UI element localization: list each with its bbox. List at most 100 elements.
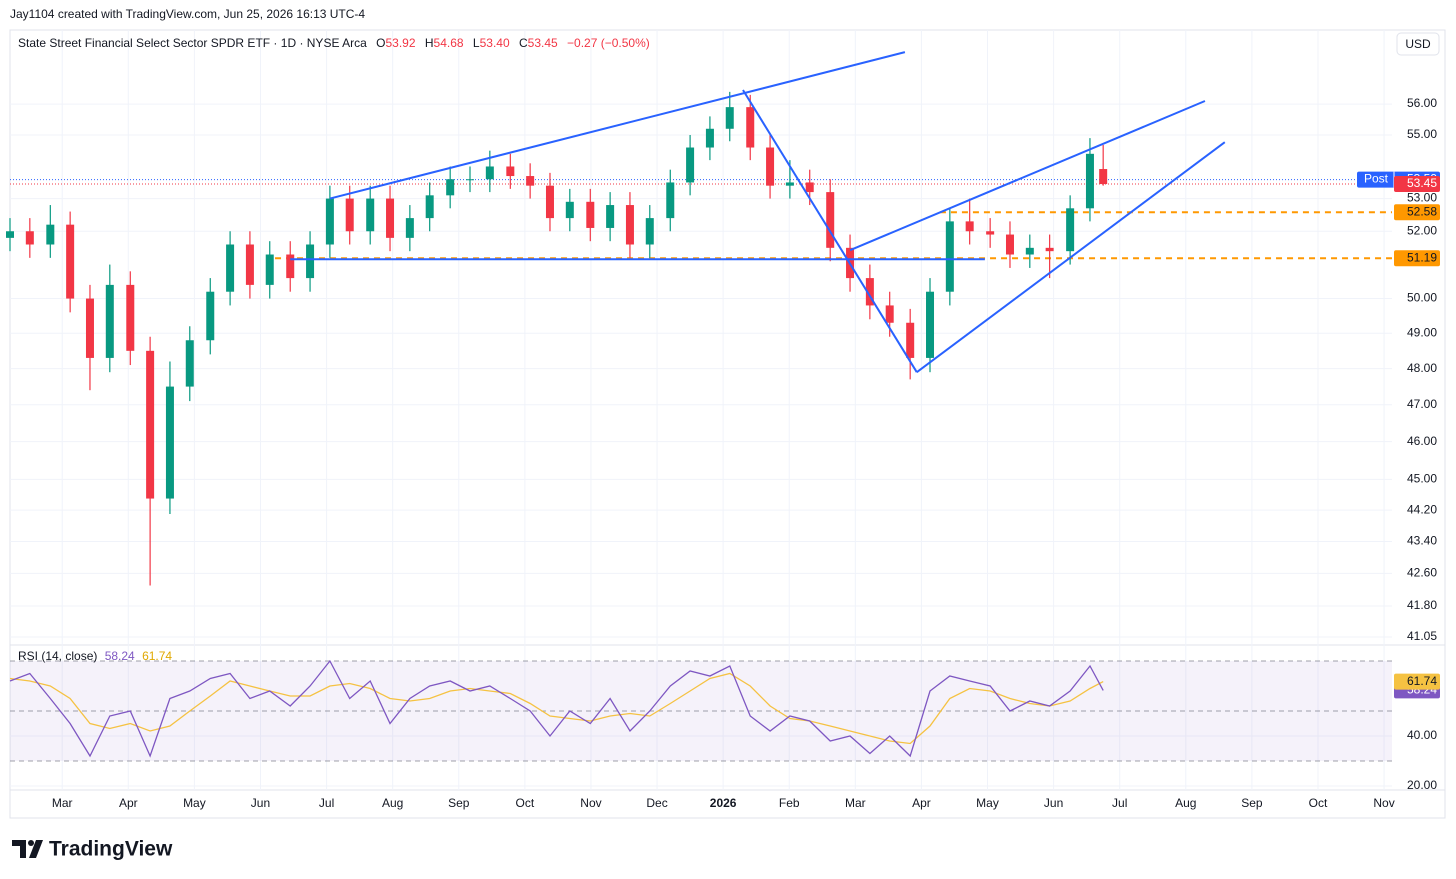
x-tick-label: Mar (845, 796, 866, 810)
price-badge (1394, 176, 1440, 193)
y-tick-label: 41.80 (1407, 598, 1437, 612)
candle-body (1099, 169, 1108, 185)
candle-body (446, 179, 455, 196)
candle-body (46, 224, 55, 245)
candle-body (545, 185, 554, 219)
rsi-badge (1394, 673, 1440, 690)
y-tick-label: 20.00 (1407, 778, 1437, 792)
x-tick-label: Oct (1309, 796, 1328, 810)
candle-body (405, 218, 414, 238)
ohlc-key: H (425, 36, 434, 50)
x-tick-label: Aug (1175, 796, 1196, 810)
x-tick-label: Apr (912, 796, 931, 810)
candle-body (206, 291, 215, 341)
ohlc-key: O (376, 36, 385, 50)
candle-body (306, 244, 315, 279)
currency[interactable]: USD (1405, 37, 1431, 51)
candle-body (325, 198, 334, 245)
candle-body (85, 298, 94, 358)
x-tick-label: May (183, 796, 206, 810)
chart-layer: Mar Apr May Jun Jul Aug Sep Oct Nov Dec 2026 Feb Mar… (6, 30, 1440, 810)
y-tick-label: 40.00 (1407, 728, 1437, 742)
candle-body (645, 218, 654, 245)
rsi-band (10, 661, 1392, 761)
candle-body (826, 192, 835, 248)
brand-logo (12, 840, 43, 858)
x-tick-label: Jul (1112, 796, 1127, 810)
rsi-legend: RSI (14, close) 58.24 61.74 (18, 649, 172, 663)
candle-body (485, 166, 494, 180)
candle-body (565, 201, 574, 219)
candle-body (466, 179, 475, 181)
symbol: State Street Financial Select Sector SPD… (18, 36, 367, 50)
trendline (329, 51, 906, 200)
rsi-ma-value: 61.74 (142, 649, 172, 663)
y-tick-label: 45.00 (1407, 472, 1437, 486)
candle-body (105, 284, 114, 358)
y-tick-label: 48.00 (1407, 361, 1437, 375)
brand: TradingView (49, 838, 173, 861)
x-tick-label: Feb (779, 796, 800, 810)
trendline (849, 100, 1206, 252)
price-tag-name: Post (1364, 172, 1389, 186)
candle-body (746, 107, 755, 148)
y-tick-label: 50.00 (1407, 291, 1437, 305)
candle-body (666, 182, 675, 219)
currency-button[interactable] (1396, 32, 1440, 56)
y-tick-label: 43.40 (1407, 534, 1437, 548)
candle-body (586, 201, 595, 228)
x-tick-label: 2026 (710, 796, 737, 810)
candle-body (1045, 247, 1054, 252)
candle-body (926, 291, 935, 358)
x-tick-label: Jun (251, 796, 270, 810)
caption: Jay1104 created with TradingView.com, Ju… (10, 7, 365, 21)
change: −0.27 (−0.50%) (567, 36, 650, 50)
candle-body (805, 182, 814, 193)
candle-body (865, 278, 874, 306)
candle-body (366, 198, 375, 232)
x-tick-label: Apr (119, 796, 138, 810)
level-badge (1394, 204, 1440, 221)
candle-body (25, 231, 34, 245)
candle-body (165, 386, 174, 499)
candle-body (185, 340, 194, 387)
ohlc-key: C (519, 36, 528, 50)
x-tick-label: Jul (319, 796, 334, 810)
x-tick-label: Dec (646, 796, 667, 810)
rsi-line (9, 672, 1104, 745)
trendline (742, 89, 918, 373)
rsi-title: RSI (14, close) (18, 649, 97, 663)
rsi-badge-label: 61.74 (1407, 674, 1437, 688)
y-tick-label: 42.60 (1407, 566, 1437, 580)
price-label: 53.45 (1407, 176, 1437, 190)
level-label: 51.19 (1407, 250, 1437, 264)
rsi-value: 58.24 (105, 649, 135, 663)
candle-body (1066, 208, 1075, 252)
candle-body (526, 176, 535, 186)
x-tick-label: May (976, 796, 999, 810)
rsi-line (9, 659, 1104, 758)
chart-frame (9, 29, 1446, 819)
candle-body (625, 205, 634, 245)
y-tick-label: 49.00 (1407, 325, 1437, 339)
y-tick-label: 56.00 (1407, 96, 1437, 110)
candle-body (705, 128, 714, 148)
candle-body (126, 284, 135, 351)
candle-body (146, 350, 155, 499)
x-tick-label: Aug (382, 796, 403, 810)
y-tick-label: 44.20 (1407, 502, 1437, 516)
candle-body (345, 198, 354, 232)
y-tick-label: 55.00 (1407, 127, 1437, 141)
y-tick-label: 53.00 (1407, 191, 1437, 205)
legend: State Street Financial Select Sector SPD… (18, 36, 650, 50)
candle-body (725, 107, 734, 129)
y-tick-label: 52.00 (1407, 223, 1437, 237)
candle-body (945, 221, 954, 292)
candle-body (386, 198, 395, 238)
x-tick-label: Oct (516, 796, 535, 810)
y-tick-label: 47.00 (1407, 397, 1437, 411)
ohlc-value: 53.45 (528, 36, 558, 50)
candle-body (265, 254, 274, 285)
y-tick-label: 41.05 (1407, 629, 1437, 643)
